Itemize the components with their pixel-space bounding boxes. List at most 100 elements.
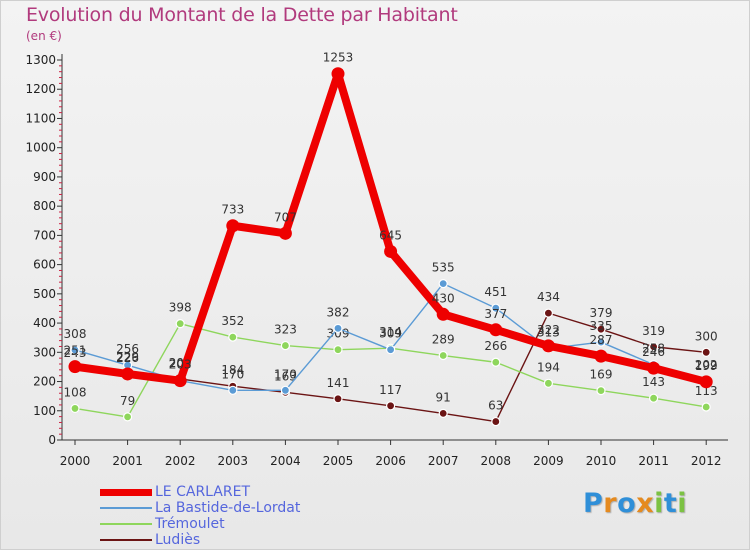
data-label: 246	[642, 345, 665, 359]
data-label: 199	[695, 359, 718, 373]
legend-label: Ludiès	[155, 532, 201, 548]
data-point	[596, 324, 606, 334]
data-label: 229	[116, 350, 139, 364]
data-point	[280, 340, 290, 351]
y-tick-label: 1300	[25, 53, 56, 67]
series-le-carlaret: 251 226 203 733 707 1253 645 430 377 322 287 246 199	[64, 51, 718, 389]
data-point	[701, 402, 711, 412]
data-label: 184	[221, 363, 244, 377]
data-label: 108	[64, 385, 87, 399]
data-label: 430	[432, 291, 455, 305]
data-label: 113	[695, 384, 718, 398]
data-point	[491, 416, 501, 427]
legend-swatch	[100, 488, 152, 496]
data-label: 141	[327, 376, 350, 390]
y-tick-label: 100	[33, 404, 56, 418]
x-tick-label: 2003	[218, 454, 249, 468]
x-tick-label: 2010	[586, 454, 617, 468]
data-label: 308	[64, 327, 87, 341]
data-label: 314	[379, 325, 402, 339]
data-point	[333, 323, 343, 333]
chart-title: Evolution du Montant de la Dette par Hab…	[26, 4, 458, 26]
legend-item: LE CARLARET	[100, 484, 300, 500]
data-point	[594, 349, 608, 363]
x-tick-label: 2004	[270, 454, 301, 468]
data-point	[278, 226, 292, 240]
y-tick-label: 600	[33, 258, 56, 272]
data-point	[70, 345, 80, 355]
x-tick-label: 2006	[375, 454, 406, 468]
data-point	[228, 385, 238, 395]
logo-letter: o	[617, 488, 637, 519]
data-label: 707	[274, 210, 297, 224]
data-label: 63	[488, 399, 503, 413]
series-la-bastide-de-lordat: 308 256 203 170 170 382 309 535 451 313 335 258 202	[64, 261, 718, 395]
legend: LE CARLARET La Bastide-de-Lordat Trémoulet…	[100, 484, 300, 548]
data-label: 451	[484, 285, 507, 299]
x-tick-label: 2007	[428, 454, 459, 468]
data-point	[438, 350, 448, 361]
logo-letter: t	[663, 488, 678, 519]
data-label: 163	[274, 369, 297, 383]
data-label: 323	[274, 323, 297, 337]
chart-subtitle: (en €)	[26, 29, 62, 43]
y-tick-label: 1100	[25, 111, 56, 125]
data-label: 289	[432, 333, 455, 347]
data-label: 300	[695, 329, 718, 343]
data-point	[596, 386, 606, 396]
data-label: 322	[537, 323, 560, 337]
data-label: 202	[695, 358, 718, 372]
data-label: 251	[64, 344, 87, 358]
data-point	[122, 412, 133, 422]
data-label: 434	[537, 290, 560, 304]
data-point	[386, 401, 396, 411]
data-point	[648, 393, 659, 403]
legend-item: Ludiès	[100, 532, 300, 548]
data-point	[384, 244, 398, 258]
x-tick-label: 2011	[638, 454, 669, 468]
legend-label: Trémoulet	[155, 516, 225, 532]
data-point	[699, 375, 713, 389]
x-tick-label: 2002	[165, 454, 196, 468]
x-tick-label: 2008	[481, 454, 512, 468]
data-point	[489, 323, 503, 337]
data-point	[648, 342, 659, 352]
y-tick-label: 800	[33, 199, 56, 213]
data-label: 377	[484, 307, 507, 321]
x-tick-label: 2005	[323, 454, 354, 468]
y-tick-label: 300	[33, 345, 56, 359]
data-label: 170	[221, 367, 244, 381]
data-label: 169	[590, 368, 613, 382]
y-tick-label: 900	[33, 170, 56, 184]
legend-swatch	[100, 539, 152, 541]
data-label: 645	[379, 228, 402, 242]
logo-letter: i	[654, 488, 664, 519]
data-point	[68, 360, 82, 374]
data-label: 79	[120, 394, 135, 408]
x-tick-label: 2001	[112, 454, 143, 468]
x-tick-label: 2012	[691, 454, 722, 468]
data-point	[333, 394, 343, 404]
data-label: 170	[274, 367, 297, 381]
data-label: 352	[221, 314, 244, 328]
data-point	[333, 345, 343, 355]
data-label: 287	[590, 333, 613, 347]
data-point	[228, 332, 238, 342]
data-point	[491, 303, 501, 313]
legend-item: Trémoulet	[100, 516, 300, 532]
data-point	[438, 279, 448, 289]
data-label: 379	[590, 306, 613, 320]
data-point	[175, 319, 185, 329]
data-point	[647, 361, 661, 375]
y-tick-label: 400	[33, 316, 56, 330]
legend-swatch	[100, 523, 152, 525]
y-tick-label: 1000	[25, 141, 56, 155]
data-point	[491, 357, 501, 367]
x-tick-label: 2009	[533, 454, 564, 468]
data-label: 256	[116, 342, 139, 356]
data-label: 535	[432, 261, 455, 275]
y-tick-label: 700	[33, 228, 56, 242]
data-point	[173, 374, 187, 388]
